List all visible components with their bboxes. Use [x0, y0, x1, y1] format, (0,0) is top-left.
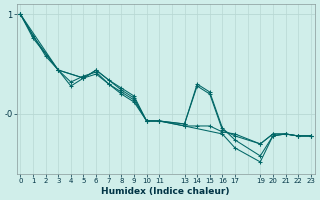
X-axis label: Humidex (Indice chaleur): Humidex (Indice chaleur)	[101, 187, 230, 196]
